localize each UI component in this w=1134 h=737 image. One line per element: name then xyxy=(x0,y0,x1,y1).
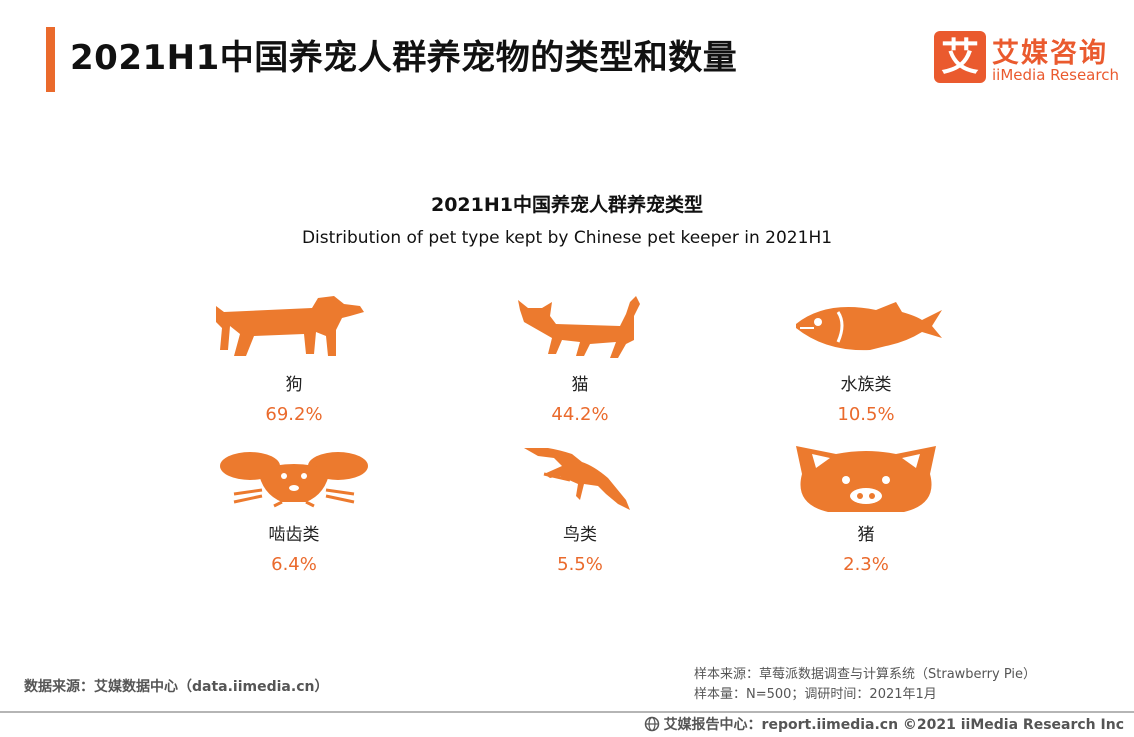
logo-text-en: iiMedia Research xyxy=(992,66,1119,84)
footer-copyright-text: 艾媒报告中心：report.iimedia.cn ©2021 iiMedia R… xyxy=(663,717,1124,733)
chart-title: 2021H1中国养宠人群养宠类型 xyxy=(430,194,703,216)
title-accent-bar xyxy=(46,27,55,92)
pet-label: 猫 xyxy=(571,375,589,395)
sample-size-line: 样本量：N=500；调研时间：2021年1月 xyxy=(694,687,937,702)
globe-icon xyxy=(644,716,659,732)
pig-icon xyxy=(796,446,936,512)
sample-source-line: 样本来源：草莓派数据调查与计算系统（Strawberry Pie） xyxy=(694,667,1036,682)
pet-item-cat: 猫 44.2% xyxy=(480,294,680,459)
brand-logo: 艾 艾媒咨询 iiMedia Research xyxy=(934,31,1124,87)
pet-label: 水族类 xyxy=(840,375,892,395)
bird-icon xyxy=(524,448,630,510)
pet-item-rodent: 啮齿类 6.4% xyxy=(194,444,394,609)
pet-value: 2.3% xyxy=(843,554,889,575)
logo-text-cn: 艾媒咨询 xyxy=(992,38,1108,69)
pet-item-pig: 猪 2.3% xyxy=(766,444,966,609)
data-source-note: 数据来源：艾媒数据中心（data.iimedia.cn） xyxy=(24,679,329,695)
pet-value: 5.5% xyxy=(557,554,603,575)
pet-value: 6.4% xyxy=(271,554,317,575)
cat-icon xyxy=(518,296,640,358)
logo-mark-glyph: 艾 xyxy=(940,35,979,79)
pet-value: 44.2% xyxy=(551,404,609,425)
pet-label: 啮齿类 xyxy=(268,525,320,545)
sample-info: 样本来源：草莓派数据调查与计算系统（Strawberry Pie） 样本量：N=… xyxy=(694,665,1036,705)
footer-divider xyxy=(0,711,1134,713)
logo-mark: 艾 xyxy=(934,31,986,83)
dog-icon xyxy=(216,296,364,356)
chart-subtitle: Distribution of pet type kept by Chinese… xyxy=(301,228,833,248)
pet-label: 猪 xyxy=(857,525,875,545)
pet-item-bird: 鸟类 5.5% xyxy=(480,444,680,609)
page-title: 2021H1中国养宠人群养宠物的类型和数量 xyxy=(70,38,738,78)
rodent-icon xyxy=(220,452,368,508)
pet-label: 鸟类 xyxy=(563,525,597,545)
pet-label: 狗 xyxy=(285,375,303,395)
pet-value: 10.5% xyxy=(837,404,895,425)
fish-icon xyxy=(796,302,942,351)
footer-copyright: 艾媒报告中心：report.iimedia.cn ©2021 iiMedia R… xyxy=(644,714,1124,734)
pet-item-dog: 狗 69.2% xyxy=(194,294,394,459)
pet-value: 69.2% xyxy=(265,404,323,425)
pet-item-fish: 水族类 10.5% xyxy=(766,294,966,459)
